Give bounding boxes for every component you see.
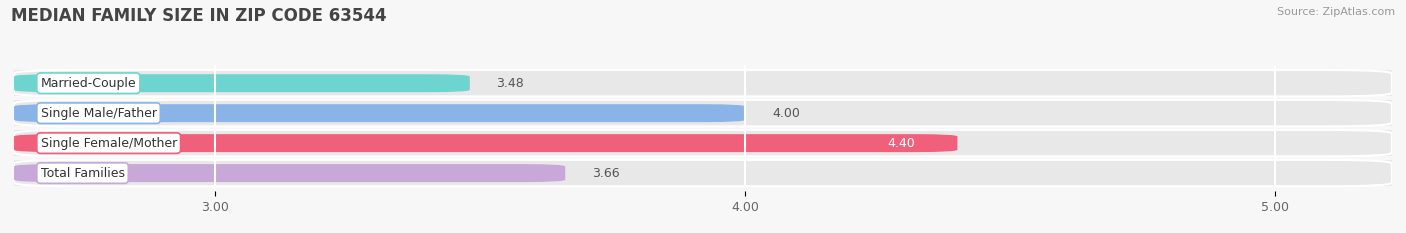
Text: 3.66: 3.66 [592, 167, 619, 180]
Text: MEDIAN FAMILY SIZE IN ZIP CODE 63544: MEDIAN FAMILY SIZE IN ZIP CODE 63544 [11, 7, 387, 25]
Bar [14, 130, 1392, 156]
Text: Source: ZipAtlas.com: Source: ZipAtlas.com [1277, 7, 1395, 17]
FancyBboxPatch shape [14, 100, 1392, 126]
FancyBboxPatch shape [14, 70, 1392, 96]
FancyBboxPatch shape [14, 130, 1392, 156]
Bar [14, 160, 1392, 186]
FancyBboxPatch shape [14, 164, 565, 182]
Text: Married-Couple: Married-Couple [41, 77, 136, 90]
FancyBboxPatch shape [14, 134, 957, 152]
FancyBboxPatch shape [14, 160, 1392, 186]
Bar [14, 70, 1392, 96]
Text: Single Female/Mother: Single Female/Mother [41, 137, 177, 150]
Text: 4.40: 4.40 [887, 137, 915, 150]
Text: 4.00: 4.00 [772, 107, 800, 120]
Bar [14, 100, 1392, 126]
Text: Single Male/Father: Single Male/Father [41, 107, 156, 120]
Text: Total Families: Total Families [41, 167, 125, 180]
FancyBboxPatch shape [14, 74, 470, 92]
FancyBboxPatch shape [14, 104, 745, 122]
Text: 3.48: 3.48 [496, 77, 524, 90]
